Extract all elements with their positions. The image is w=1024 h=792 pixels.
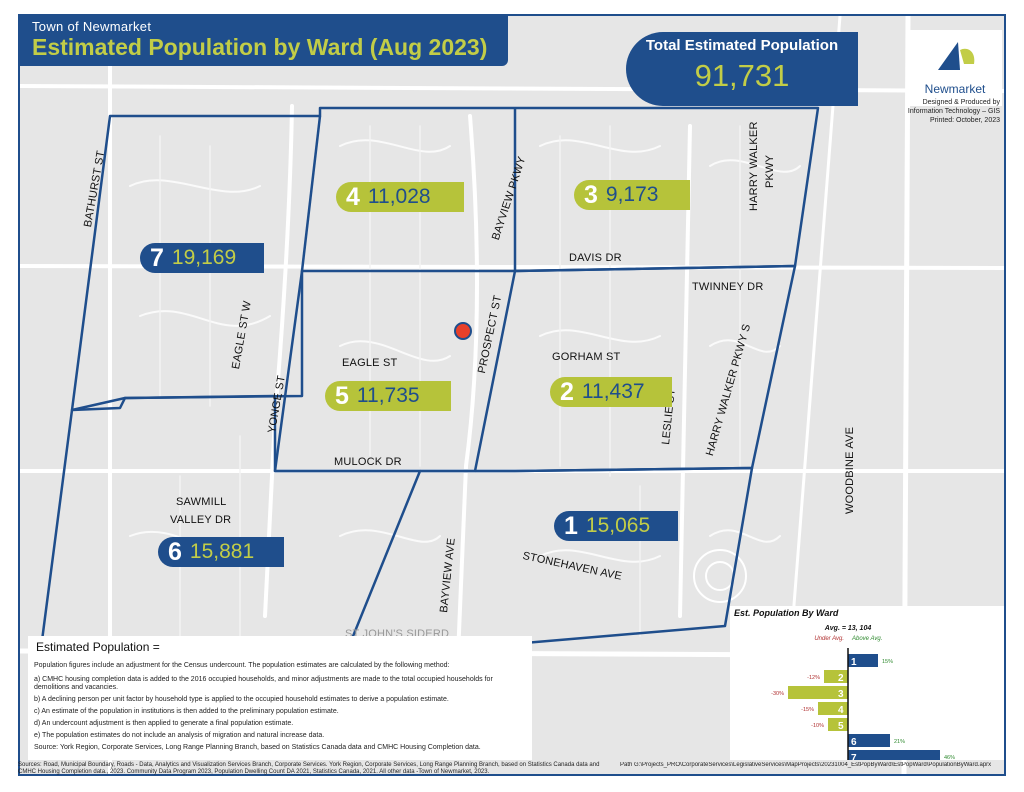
chart-value-label: 21%: [894, 739, 905, 745]
methodology-intro: Population figures include an adjustment…: [34, 662, 450, 669]
methodology-b: b) A declining person per unit factor by…: [34, 696, 449, 703]
chart-value-label: -10%: [811, 723, 824, 729]
chart-category-label: 4: [838, 705, 844, 716]
ward-3-label: 3 9,173: [574, 180, 690, 210]
map-frame: Town of Newmarket Estimated Population b…: [18, 14, 1006, 776]
ward-5-population: 11,735: [356, 384, 420, 407]
chart-value-label: -30%: [771, 691, 784, 697]
street-label-sawmill-2: VALLEY DR: [170, 514, 232, 526]
ward-4-label: 4 11,028: [336, 182, 464, 212]
methodology-a: a) CMHC housing completion data is added…: [34, 676, 493, 691]
chart-bar: [848, 654, 878, 667]
ward-1-population: 15,065: [585, 514, 651, 537]
ward-1-label: 1 15,065: [554, 511, 678, 541]
ward-5-label: 5 11,735: [325, 381, 451, 411]
street-label-gorham: GORHAM ST: [552, 351, 621, 363]
town-name: Town of Newmarket: [32, 19, 152, 34]
methodology-source: Source: York Region, Corporate Services,…: [34, 744, 481, 751]
chart-category-label: 1: [851, 657, 857, 668]
methodology-e: e) The population estimates do not inclu…: [34, 732, 325, 739]
footer: Sources: Road, Municipal Boundary, Roads…: [0, 762, 1024, 792]
ward-3-population: 9,173: [605, 183, 659, 206]
ward-6-population: 15,881: [189, 540, 255, 563]
ward-1-number: 1: [564, 511, 578, 540]
chart-value-label: -15%: [801, 707, 814, 713]
chart-value-label: -12%: [807, 675, 820, 681]
chart-average-label: Avg. = 13, 104: [824, 625, 872, 632]
chart-under-label: Under Avg.: [814, 636, 844, 642]
methodology-title: Estimated Population =: [36, 640, 160, 654]
street-label-davis: DAVIS DR: [569, 252, 622, 264]
methodology-c: c) An estimate of the population in inst…: [34, 708, 339, 715]
chart-bar: [788, 686, 848, 699]
chart-value-label: 15%: [882, 659, 893, 665]
street-label-harry-walker-1: HARRY WALKER: [748, 121, 760, 211]
total-population-label: Total Estimated Population: [645, 37, 839, 54]
chart-bar: [848, 734, 890, 747]
street-label-harry-walker-2: PKWY: [764, 154, 776, 188]
street-label-woodbine: WOODBINE AVE: [844, 426, 856, 514]
methodology-d: d) An undercount adjustment is then appl…: [34, 720, 294, 727]
street-label-twinney: TWINNEY DR: [692, 281, 764, 293]
ward-7-number: 7: [150, 243, 164, 272]
town-hall-marker: [454, 322, 472, 340]
chart-bar: [818, 702, 848, 715]
ward-2-population: 11,437: [581, 380, 645, 403]
chart-bar: [824, 670, 848, 683]
credit-line-2: Information Technology – GIS: [907, 108, 1000, 115]
street-label-mulock: MULOCK DR: [334, 456, 402, 468]
chart-value-label: 46%: [944, 755, 955, 760]
chart-canvas: Avg. = 13, 104 Under Avg. Above Avg. 1 15% 2 -…: [771, 625, 955, 766]
credits: Designed & Produced by Information Techn…: [890, 98, 1000, 125]
ward-3-number: 3: [584, 180, 598, 209]
ward-7-population: 19,169: [171, 246, 237, 269]
chart-above-label: Above Avg.: [851, 636, 882, 642]
chart-category-label: 3: [838, 689, 844, 700]
ward-6-label: 6 15,881: [158, 537, 284, 567]
ward-5-number: 5: [335, 381, 349, 410]
chart-bar: [828, 718, 848, 731]
title-banner: Town of Newmarket Estimated Population b…: [20, 16, 508, 66]
ward-4-population: 11,028: [367, 185, 431, 208]
footer-path: Path G:\Projects_PRO\CorporateServices\L…: [620, 762, 992, 768]
street-label-eagle: EAGLE ST: [342, 357, 398, 369]
credit-line-3: Printed: October, 2023: [929, 117, 1000, 124]
footer-sources: Sources: Road, Municipal Boundary, Roads…: [18, 762, 600, 775]
logo-wordmark: Newmarket: [924, 82, 986, 96]
chart-category-label: 6: [851, 737, 857, 748]
ward-6-number: 6: [168, 537, 182, 566]
chart-title: Est. Population By Ward: [734, 608, 839, 618]
ward-2-number: 2: [560, 377, 574, 406]
map-title: Estimated Population by Ward (Aug 2023): [32, 34, 488, 60]
chart-category-label: 7: [851, 753, 857, 760]
newmarket-logo: Newmarket: [908, 30, 1002, 106]
ward-4-number: 4: [346, 182, 360, 211]
newmarket-logo-icon: [938, 42, 975, 70]
methodology-box: Estimated Population = Population figure…: [28, 636, 532, 760]
total-population-value: 91,731: [694, 58, 790, 93]
chart-category-label: 5: [838, 721, 844, 732]
ward-2-label: 2 11,437: [550, 377, 672, 407]
street-label-sawmill-1: SAWMILL: [176, 496, 227, 508]
total-population-box: Total Estimated Population 91,731: [626, 32, 858, 106]
chart-bar: [848, 750, 940, 763]
chart-category-label: 2: [838, 673, 844, 684]
ward-7-label: 7 19,169: [140, 243, 264, 273]
population-chart: Est. Population By Ward Avg. = 13, 104 Un…: [730, 606, 1004, 766]
credit-line-1: Designed & Produced by: [922, 99, 1000, 106]
